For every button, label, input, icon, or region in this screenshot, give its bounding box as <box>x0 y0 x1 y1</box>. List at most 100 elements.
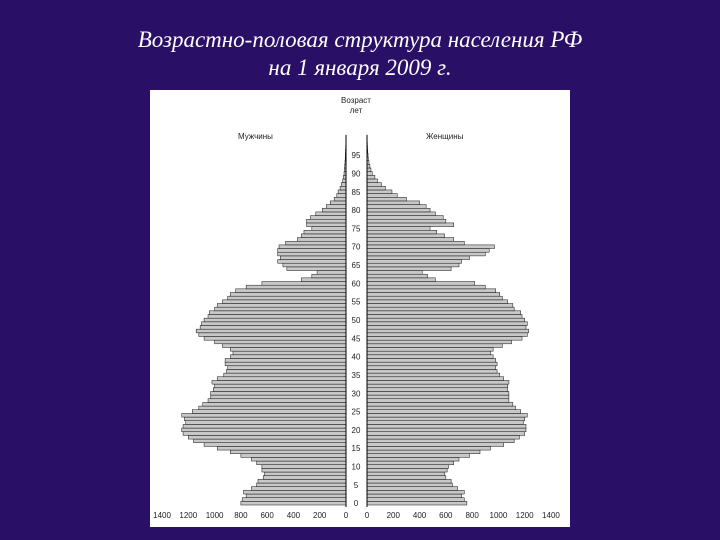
male-bar-age-34 <box>216 376 347 381</box>
male-bar-age-60 <box>261 281 347 286</box>
x-tick-female-0: 0 <box>365 511 370 520</box>
male-bar-age-72 <box>297 237 347 242</box>
female-bar-age-67 <box>366 255 470 260</box>
female-bar-age-88 <box>366 178 378 183</box>
male-bar-age-6 <box>257 479 347 484</box>
x-tick-female-400: 400 <box>413 511 427 520</box>
male-bar-age-65 <box>282 262 347 268</box>
age-tick-35: 35 <box>352 371 361 380</box>
female-bar-age-39 <box>366 358 497 363</box>
male-bar-age-71 <box>285 240 347 246</box>
female-bar-age-5 <box>366 482 453 487</box>
female-bar-age-31 <box>366 387 508 392</box>
male-bar-age-11 <box>256 460 347 465</box>
male-bar-age-14 <box>230 449 347 454</box>
male-bar-age-81 <box>326 204 347 209</box>
age-tick-65: 65 <box>352 261 361 270</box>
female-bar-age-22 <box>366 420 524 425</box>
female-bar-age-55 <box>366 299 508 304</box>
age-tick-50: 50 <box>352 316 361 325</box>
female-bar-age-61 <box>366 277 436 282</box>
male-bar-age-12 <box>251 457 347 462</box>
female-bar-age-89 <box>366 175 376 180</box>
male-bar-age-75 <box>311 226 347 231</box>
male-bar-age-57 <box>230 292 347 297</box>
male-bar-age-85 <box>337 189 347 194</box>
male-bar-age-28 <box>207 398 347 403</box>
female-bar-age-36 <box>366 369 498 374</box>
female-bar-age-91 <box>366 167 372 172</box>
female-bar-age-62 <box>366 273 428 279</box>
female-bar-age-2 <box>366 493 462 498</box>
female-bar-age-87 <box>366 182 382 187</box>
female-bar-age-81 <box>366 204 427 209</box>
female-bar-age-32 <box>366 383 508 389</box>
male-bar-age-87 <box>341 182 347 187</box>
male-bar-age-37 <box>227 365 347 370</box>
male-bar-age-45 <box>203 336 347 341</box>
female-bar-age-21 <box>366 424 527 429</box>
male-bar-age-43 <box>222 343 347 348</box>
male-bar-age-26 <box>198 405 347 410</box>
x-tick-female-1400: 1400 <box>542 511 560 520</box>
age-axis-label-line-1: Возраст <box>341 96 371 105</box>
female-bar-age-48 <box>366 325 527 330</box>
male-bar-age-69 <box>277 248 347 253</box>
male-bar-age-86 <box>339 186 347 191</box>
population-pyramid-chart: 0 5 10 15 20 25 30 35 40 45 50 55 60 65 70 75 80 85 90 95 1… <box>153 96 560 520</box>
female-bar-age-7 <box>366 475 447 480</box>
male-bar-age-73 <box>301 233 347 238</box>
female-bar-age-56 <box>366 295 503 301</box>
female-bar-age-47 <box>366 328 529 334</box>
female-bar-age-25 <box>366 409 521 414</box>
female-label: Женщины <box>426 132 464 141</box>
male-bar-age-27 <box>202 402 347 407</box>
male-bar-age-41 <box>232 350 347 356</box>
female-bar-age-1 <box>366 497 465 502</box>
female-bar-age-17 <box>366 438 515 443</box>
male-bar-age-2 <box>245 493 347 498</box>
male-bar-age-79 <box>315 211 347 216</box>
male-bar-age-58 <box>235 288 347 293</box>
male-bar-age-10 <box>261 464 347 469</box>
male-bar-age-47 <box>195 328 347 334</box>
male-bar-age-61 <box>301 277 347 282</box>
female-bar-age-38 <box>366 361 498 367</box>
male-bar-age-36 <box>226 369 347 374</box>
female-bar-age-80 <box>366 208 431 213</box>
x-tick-female-1000: 1000 <box>490 511 508 520</box>
male-bar-age-18 <box>188 435 347 440</box>
female-bar-age-53 <box>366 306 515 312</box>
male-bar-age-5 <box>256 482 347 487</box>
female-bar-age-34 <box>366 376 504 381</box>
female-bar-age-50 <box>366 317 525 323</box>
age-tick-95: 95 <box>352 151 361 160</box>
male-bar-age-1 <box>241 497 347 502</box>
female-bar-age-33 <box>366 380 510 385</box>
male-label: Мужчины <box>238 132 273 141</box>
x-tick-male-600: 600 <box>260 511 274 520</box>
male-bar-age-19 <box>182 431 347 436</box>
male-bar-age-16 <box>203 442 347 447</box>
male-bar-age-0 <box>240 501 347 506</box>
male-bars <box>181 134 347 506</box>
x-tick-male-400: 400 <box>287 511 301 520</box>
female-bar-age-74 <box>366 230 437 235</box>
female-bar-age-45 <box>366 336 523 341</box>
male-bar-age-83 <box>333 197 347 202</box>
female-bar-age-76 <box>366 222 454 227</box>
male-bar-age-80 <box>322 208 347 213</box>
female-bar-age-72 <box>366 237 454 242</box>
male-bar-age-40 <box>230 354 347 359</box>
male-bar-age-78 <box>310 215 347 220</box>
male-bar-age-33 <box>211 380 347 385</box>
x-tick-male-1400: 1400 <box>153 511 171 520</box>
female-bar-age-13 <box>366 453 470 458</box>
female-bar-age-78 <box>366 215 444 220</box>
age-tick-25: 25 <box>352 408 361 417</box>
female-bar-age-19 <box>366 431 525 436</box>
female-bar-age-63 <box>366 270 423 275</box>
male-bar-age-29 <box>210 394 347 400</box>
female-bar-age-29 <box>366 394 510 400</box>
age-axis-label-line-2: лет <box>350 106 363 115</box>
